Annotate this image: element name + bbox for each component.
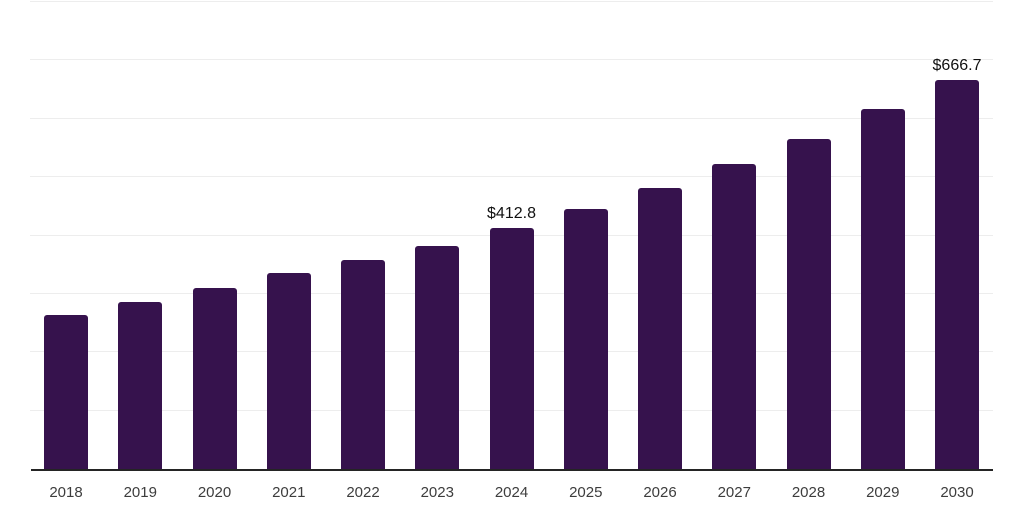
bar-2020	[192, 288, 237, 469]
x-tick-label-2021: 2021	[272, 484, 306, 501]
bar-slot-2020	[192, 2, 237, 469]
bar-slot-2021	[266, 2, 311, 469]
bars-container: $412.8 $666.7	[30, 2, 993, 469]
x-tick-label-2030: 2030	[940, 484, 974, 501]
bar-2027	[712, 163, 757, 469]
bar-slot-2030: $666.7	[932, 2, 982, 469]
bar-2021	[266, 273, 311, 469]
x-tick-label-2024: 2024	[494, 484, 529, 501]
bar-2025	[563, 208, 608, 469]
plot-area: $412.8 $666.7	[30, 1, 993, 471]
x-axis-line	[31, 469, 993, 471]
bar-2019	[118, 302, 163, 469]
gridline-800	[30, 1, 993, 2]
bar-slot-2027	[712, 2, 757, 469]
bar-slot-2018	[44, 2, 88, 469]
bar-slot-2028	[786, 2, 831, 469]
x-tick-label-2022: 2022	[346, 484, 380, 501]
bar-2018	[44, 315, 88, 469]
bar-2022	[341, 259, 385, 469]
bar-slot-2022	[341, 2, 385, 469]
bar-2026	[638, 187, 682, 469]
bar-slot-2023	[415, 2, 460, 469]
bar-slot-2029	[860, 2, 905, 469]
bar-slot-2025	[563, 2, 608, 469]
bar-slot-2024: $412.8	[487, 2, 536, 469]
bar-2029	[860, 109, 905, 469]
bar-slot-2019	[118, 2, 163, 469]
gridline-500	[30, 176, 993, 178]
x-tick-label-2029: 2029	[866, 484, 900, 501]
data-label-2024: $412.8	[487, 205, 536, 222]
gridline-700	[30, 59, 993, 61]
x-tick-label-2025: 2025	[569, 484, 603, 501]
x-tick-label-2028: 2028	[791, 484, 826, 501]
bar-slot-2026	[638, 2, 682, 469]
x-axis-tick-labels: 2018 2019 2020 2021 2022 2023 2024 2025 2026 2027…	[30, 484, 993, 502]
x-tick-label-2027: 2027	[717, 484, 751, 501]
x-tick-label-2023: 2023	[420, 484, 454, 501]
bar-2024	[489, 228, 534, 469]
gridline-600	[30, 117, 993, 119]
x-tick-label-2026: 2026	[643, 484, 677, 501]
bar-2028	[786, 138, 831, 469]
bar-2023	[415, 245, 460, 469]
x-tick-label-2019: 2019	[123, 484, 157, 501]
bar-2030	[935, 79, 979, 469]
x-tick-label-2020: 2020	[197, 484, 232, 501]
data-label-2030: $666.7	[932, 56, 982, 74]
x-tick-label-2018: 2018	[49, 484, 83, 501]
